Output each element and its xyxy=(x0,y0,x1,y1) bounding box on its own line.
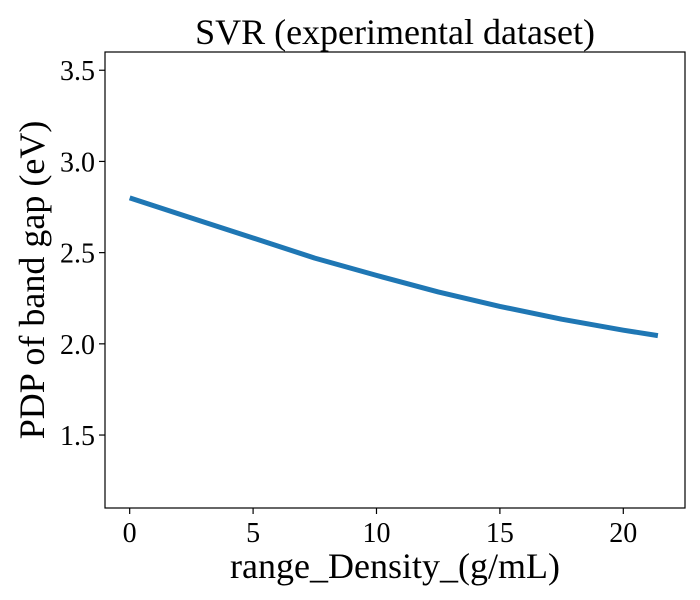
y-tick-label: 2.5 xyxy=(60,239,95,270)
chart-title: SVR (experimental dataset) xyxy=(195,12,595,52)
x-tick-label: 10 xyxy=(362,518,390,549)
y-tick-label: 3.5 xyxy=(60,56,95,87)
plot-frame xyxy=(104,51,686,509)
axis-ticks: 0 5 10 15 20 1.5 2.0 2.5 3.0 3.5 xyxy=(60,56,637,549)
x-tick-label: 20 xyxy=(609,518,637,549)
y-tick-label: 2.0 xyxy=(60,330,95,361)
y-tick-label: 1.5 xyxy=(60,421,95,452)
x-tick-label: 0 xyxy=(123,518,137,549)
plot-series xyxy=(128,195,659,339)
x-tick-label: 15 xyxy=(486,518,514,549)
y-axis-label: PDP of band gap (eV) xyxy=(12,121,52,440)
y-tick-label: 3.0 xyxy=(60,147,95,178)
series-line-0 xyxy=(128,195,659,339)
x-tick-label: 5 xyxy=(246,518,260,549)
x-axis-label: range_Density_(g/mL) xyxy=(230,546,560,586)
